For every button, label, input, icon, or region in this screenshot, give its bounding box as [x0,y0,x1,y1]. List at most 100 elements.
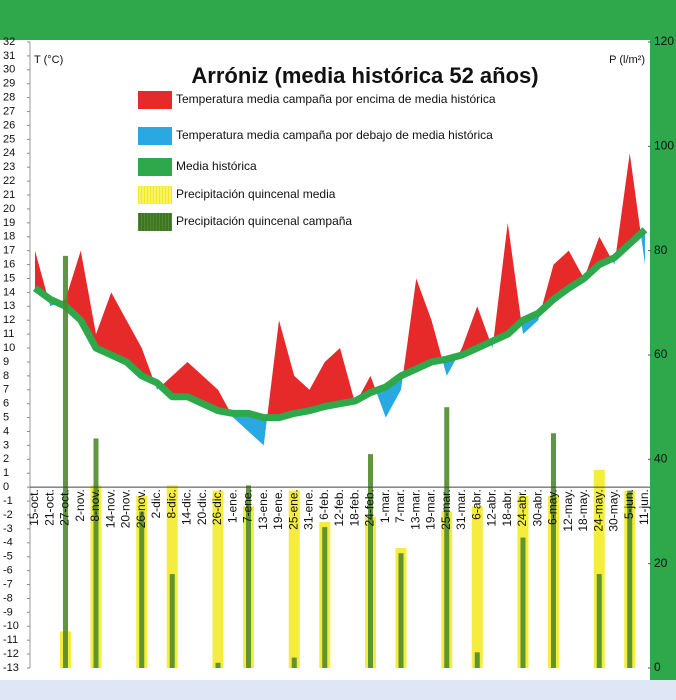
x-tick-label: 12-feb. [332,489,346,526]
y-tick-label: 32 [3,36,15,48]
precip-bar [246,485,251,668]
y-tick-label: 28 [3,92,15,104]
x-tick-label: 6-may. [546,489,560,525]
y-tick-label: -2 [3,509,13,521]
precip-bar [212,490,224,668]
x-tick-label: 5-jun. [622,489,636,519]
x-tick-label: 21-oct. [42,489,56,526]
y-tick-label: 19 [3,217,15,229]
x-tick-label: 25-ene. [286,489,300,530]
y2-tick-label: 80 [654,243,668,257]
y-tick-label: 10 [3,342,15,354]
y-tick-label: 20 [3,203,15,215]
x-tick-label: 18-abr. [500,489,514,526]
precip-bar [291,657,297,668]
y-tick-label: 5 [3,412,9,424]
x-tick-label: 6-abr. [469,489,483,520]
precip-bar [288,490,300,668]
y2-tick-label: 0 [654,660,661,674]
precip-bar [593,469,605,668]
x-tick-label: 11-jun. [637,489,651,525]
y-tick-label: -1 [3,495,13,507]
right-band [650,40,676,680]
x-tick-label: 12-may. [561,489,575,531]
y-tick-label: -13 [3,662,19,674]
y-tick-label: 13 [3,300,15,312]
chart-title: Arróniz (media histórica 52 años) [191,63,538,88]
x-tick-label: 25-mar. [439,489,453,530]
legend-label: Temperatura media campaña por debajo de … [176,128,493,142]
historical-line [32,227,648,422]
x-tick-label: 1-mar. [378,489,392,523]
x-tick-label: 13-ene. [256,489,270,530]
top-band [0,0,676,40]
x-tick-label: 30-may. [607,489,621,531]
x-tick-label: 24-abr. [515,489,529,526]
y-tick-label: -3 [3,523,13,535]
precip-bar [627,490,633,668]
y2-tick-label: 120 [654,34,674,48]
y-tick-label: 21 [3,189,15,201]
x-tick-label: 15-oct. [27,489,41,526]
precip-bar [93,438,99,668]
y-tick-label: -5 [3,551,13,563]
y-axis-label: T (°C) [34,54,63,66]
y-tick-label: -6 [3,565,13,577]
x-tick-label: 8-nov. [88,489,102,521]
y-tick-label: 30 [3,64,15,76]
y-tick-label: 17 [3,245,15,257]
y-tick-label: -8 [3,592,13,604]
precip-bar [398,553,404,668]
x-tick-label: 18-feb. [347,489,361,526]
legend-label: Media histórica [176,159,257,173]
x-tick-label: 20-dic. [195,489,209,525]
y-tick-label: -12 [3,648,19,660]
y-tick-label: 9 [3,356,9,368]
y-tick-label: 3 [3,439,9,451]
x-tick-label: 7-ene. [241,489,255,523]
y-tick-label: 2 [3,453,9,465]
y-tick-label: 8 [3,370,9,382]
y-tick-label: 12 [3,314,15,326]
y-tick-label: 29 [3,78,15,90]
y-tick-label: 25 [3,133,15,145]
precip-bar [596,574,602,668]
x-tick-label: 1-ene. [225,489,239,523]
x-tick-label: 2-nov. [73,489,87,521]
x-tick-label: 26-nov. [134,489,148,528]
y-tick-label: 11 [3,328,14,340]
y-tick-label: -7 [3,578,13,590]
x-tick-label: 14-nov. [103,489,117,528]
x-tick-label: 31-mar. [454,489,468,530]
x-tick-label: 19-mar. [424,489,438,530]
precip-bar [474,652,480,668]
precip-bar [63,255,68,668]
precip-bar [471,506,483,668]
y-tick-label: 1 [3,467,9,479]
legend-swatch [138,91,172,109]
x-tick-label: 13-mar. [408,489,422,530]
x-tick-label: 19-ene. [271,489,285,530]
y-tick-label: 24 [3,147,15,159]
x-tick-label: 2-dic. [149,489,163,518]
y-tick-label: 31 [3,50,15,62]
x-tick-label: 14-dic. [180,489,194,525]
x-tick-label: 31-ene. [302,489,316,530]
precip-bar [368,454,373,668]
precip-bar [139,511,145,668]
y-tick-label: 27 [3,105,15,117]
y-tick-label: -4 [3,537,13,549]
legend-label: Precipitación quincenal media [176,187,336,201]
y-tick-label: -11 [3,634,18,646]
precip-bar [322,527,328,668]
y-tick-label: 15 [3,272,15,284]
y-tick-label: 14 [3,286,15,298]
y-tick-label: 6 [3,398,9,410]
y-tick-label: 23 [3,161,15,173]
y-tick-label: 7 [3,384,9,396]
x-tick-label: 20-nov. [119,489,133,528]
x-tick-label: 7-mar. [393,489,407,523]
y-tick-label: 26 [3,119,15,131]
x-tick-label: 27-oct. [58,489,72,526]
